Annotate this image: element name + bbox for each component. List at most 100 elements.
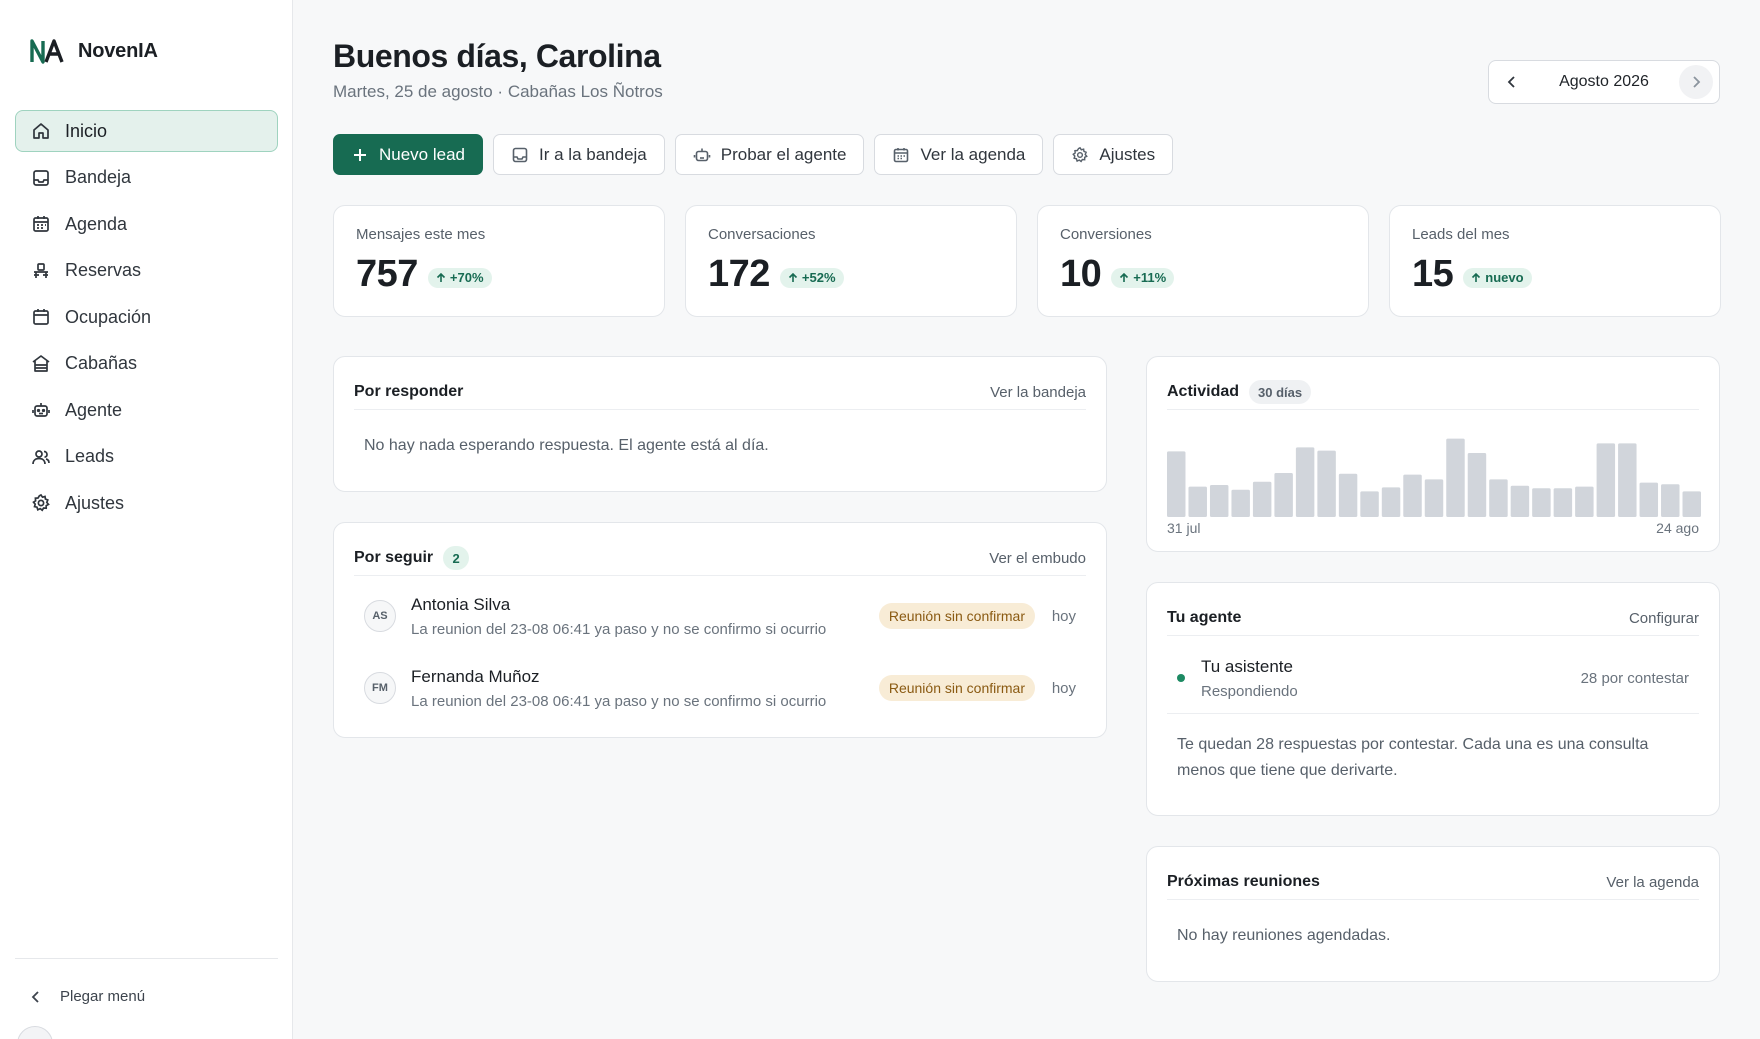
stat-card-messages[interactable]: Mensajes este mes 757 +70% xyxy=(333,205,665,317)
activity-bar[interactable] xyxy=(1575,486,1594,517)
view-agenda-link[interactable]: Ver la agenda xyxy=(1606,873,1699,891)
stat-card-conversations[interactable]: Conversaciones 172 +52% xyxy=(685,205,1017,317)
sidebar-item-ocupacion[interactable]: Ocupación xyxy=(15,296,278,338)
brand-logo-icon xyxy=(30,39,64,64)
sidebar-nav: Inicio Bandeja Agenda Reservas Ocupación… xyxy=(15,110,278,529)
activity-bar[interactable] xyxy=(1317,450,1336,517)
activity-bar-chart xyxy=(1167,438,1701,517)
list-item[interactable]: AS Antonia Silva La reunion del 23-08 06… xyxy=(364,586,1076,646)
test-agent-button[interactable]: Probar el agente xyxy=(674,134,865,175)
sidebar-item-bandeja[interactable]: Bandeja xyxy=(15,157,278,199)
stat-change-text: nuevo xyxy=(1485,270,1524,285)
inbox-icon xyxy=(33,169,49,186)
sidebar-item-agente[interactable]: Agente xyxy=(15,389,278,431)
stat-change-badge: +52% xyxy=(779,267,844,288)
robot-icon xyxy=(32,403,50,417)
card-title: Próximas reuniones xyxy=(1167,873,1320,890)
stat-label: Mensajes este mes xyxy=(356,226,486,243)
settings-button[interactable]: Ajustes xyxy=(1053,134,1174,175)
list-item[interactable]: FM Fernanda Muñoz La reunion del 23-08 0… xyxy=(364,658,1076,718)
period-badge: 30 días xyxy=(1249,380,1312,404)
sidebar-item-label: Bandeja xyxy=(65,167,132,187)
view-agenda-button[interactable]: Ver la agenda xyxy=(874,134,1044,175)
sidebar-item-label: Inicio xyxy=(65,120,108,141)
activity-bar[interactable] xyxy=(1424,479,1444,517)
stat-change-text: +52% xyxy=(801,270,836,285)
activity-bar[interactable] xyxy=(1467,453,1487,517)
sidebar-item-agenda[interactable]: Agenda xyxy=(15,203,278,245)
gear-icon xyxy=(1072,146,1089,163)
activity-bar[interactable] xyxy=(1231,489,1250,517)
user-avatar[interactable] xyxy=(17,1026,53,1039)
stat-value: 172 xyxy=(708,253,770,295)
activity-bar[interactable] xyxy=(1274,473,1293,517)
activity-bar[interactable] xyxy=(1252,481,1272,517)
page-subtitle: Martes, 25 de agosto · Cabañas Los Ñotro… xyxy=(333,82,663,101)
activity-bar[interactable] xyxy=(1403,474,1422,517)
activity-bar[interactable] xyxy=(1596,443,1616,517)
stats-row: Mensajes este mes 757 +70% Conversacione… xyxy=(333,205,1721,317)
stat-change-text: +70% xyxy=(449,270,484,285)
activity-bar[interactable] xyxy=(1618,443,1637,517)
sidebar-item-label: Cabañas xyxy=(65,353,138,373)
go-to-inbox-button[interactable]: Ir a la bandeja xyxy=(493,134,665,175)
activity-bar[interactable] xyxy=(1682,491,1701,517)
agent-status-row[interactable]: Tu asistente Respondiendo 28 por contest… xyxy=(1177,653,1689,703)
sidebar-item-reservas[interactable]: Reservas xyxy=(15,250,278,292)
view-inbox-link[interactable]: Ver la bandeja xyxy=(990,383,1086,401)
calendar-icon xyxy=(894,147,909,162)
activity-bar[interactable] xyxy=(1381,487,1401,517)
activity-bar[interactable] xyxy=(1338,473,1358,517)
card-divider xyxy=(1167,899,1699,900)
card-title-text: Actividad xyxy=(1167,383,1240,400)
sidebar-item-ajustes[interactable]: Ajustes xyxy=(15,482,278,524)
lead-time: hoy xyxy=(1051,679,1076,697)
activity-bar[interactable] xyxy=(1295,447,1315,517)
home-icon xyxy=(33,123,49,139)
previous-month-button[interactable] xyxy=(1495,65,1529,99)
card-divider xyxy=(1167,409,1699,410)
collapse-menu-button[interactable]: Plegar menú xyxy=(28,988,145,1005)
stat-card-leads[interactable]: Leads del mes 15 nuevo xyxy=(1389,205,1721,317)
sidebar-item-cabanas[interactable]: Cabañas xyxy=(15,343,278,385)
cabin-icon xyxy=(32,354,50,372)
stat-value: 15 xyxy=(1412,253,1454,295)
view-funnel-link[interactable]: Ver el embudo xyxy=(989,549,1086,567)
activity-bar[interactable] xyxy=(1209,485,1229,517)
lead-name: Antonia Silva xyxy=(411,594,511,614)
activity-bar[interactable] xyxy=(1188,486,1207,517)
agent-pending-count: 28 por contestar xyxy=(1580,669,1689,687)
sidebar-divider xyxy=(15,958,278,959)
stat-change-badge: +70% xyxy=(427,267,492,288)
activity-bar[interactable] xyxy=(1532,488,1551,517)
month-navigator: Agosto 2026 xyxy=(1488,60,1720,104)
settings-label: Ajustes xyxy=(1099,144,1156,164)
activity-bar[interactable] xyxy=(1446,438,1465,517)
new-lead-button[interactable]: Nuevo lead xyxy=(333,134,484,175)
stat-value: 10 xyxy=(1060,253,1102,295)
next-month-button[interactable] xyxy=(1678,65,1713,99)
status-dot-icon xyxy=(1177,674,1185,682)
agent-card: Tu agente Configurar Tu asistente Respon… xyxy=(1146,582,1720,816)
sidebar-item-inicio[interactable]: Inicio xyxy=(15,110,278,152)
sidebar-item-leads[interactable]: Leads xyxy=(15,436,278,478)
activity-bar[interactable] xyxy=(1639,482,1659,517)
brand[interactable]: NovenIA xyxy=(30,38,158,64)
activity-bar[interactable] xyxy=(1167,451,1186,517)
followup-card: Por seguir 2 Ver el embudo AS Antonia Si… xyxy=(333,522,1107,738)
activity-bar[interactable] xyxy=(1489,479,1508,517)
chart-start-label: 31 jul xyxy=(1167,520,1201,536)
activity-bar[interactable] xyxy=(1661,484,1680,517)
activity-bar[interactable] xyxy=(1553,488,1573,517)
lead-time: hoy xyxy=(1051,607,1076,625)
reservation-icon xyxy=(34,262,48,278)
chevron-left-icon xyxy=(31,990,39,1003)
sidebar-item-label: Leads xyxy=(65,446,115,466)
plus-icon xyxy=(354,148,366,161)
configure-agent-link[interactable]: Configurar xyxy=(1628,609,1699,627)
activity-bar[interactable] xyxy=(1510,485,1530,517)
stat-card-conversions[interactable]: Conversiones 10 +11% xyxy=(1037,205,1369,317)
activity-bar[interactable] xyxy=(1360,491,1379,517)
calendar-grid-icon xyxy=(33,309,49,325)
agent-status: Respondiendo xyxy=(1201,682,1298,700)
